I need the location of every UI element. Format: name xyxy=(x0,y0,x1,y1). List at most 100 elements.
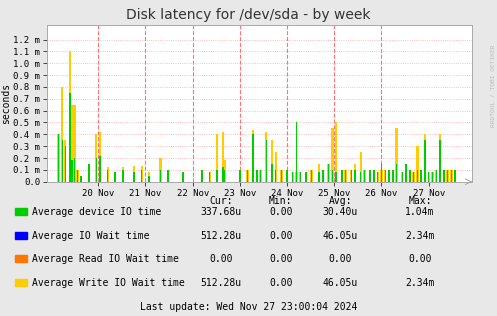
Bar xyxy=(286,170,288,182)
Bar xyxy=(350,170,352,182)
Text: Average Write IO Wait time: Average Write IO Wait time xyxy=(32,278,185,288)
Bar xyxy=(141,166,143,182)
Bar xyxy=(265,132,267,182)
Bar xyxy=(405,164,407,182)
Bar xyxy=(260,170,261,182)
Bar xyxy=(106,167,109,182)
Bar xyxy=(380,170,383,182)
Bar xyxy=(133,166,135,182)
Bar xyxy=(88,164,89,182)
Bar xyxy=(71,161,73,182)
Bar xyxy=(216,134,218,182)
Bar xyxy=(141,170,143,182)
Bar xyxy=(99,132,101,182)
Bar xyxy=(95,134,97,182)
Bar xyxy=(69,52,71,182)
Bar xyxy=(271,140,273,182)
Bar xyxy=(435,170,437,182)
Bar xyxy=(256,170,257,182)
Bar xyxy=(275,152,277,182)
Bar xyxy=(354,170,356,182)
Bar xyxy=(435,170,437,182)
Bar xyxy=(216,170,218,182)
Bar xyxy=(388,170,390,182)
Text: 0.00: 0.00 xyxy=(408,254,432,264)
Bar xyxy=(311,170,313,182)
Bar xyxy=(432,172,433,182)
Text: 1.04m: 1.04m xyxy=(405,207,435,217)
Bar xyxy=(450,170,452,182)
Bar xyxy=(428,172,429,182)
Bar xyxy=(396,164,398,182)
Text: 0.00: 0.00 xyxy=(209,254,233,264)
Text: 46.05u: 46.05u xyxy=(323,231,358,241)
Text: 0.00: 0.00 xyxy=(329,254,352,264)
Bar xyxy=(209,172,211,182)
Bar xyxy=(322,170,324,182)
Bar xyxy=(99,156,101,182)
Text: Last update: Wed Nov 27 23:00:04 2024: Last update: Wed Nov 27 23:00:04 2024 xyxy=(140,301,357,312)
Bar xyxy=(439,140,441,182)
Bar xyxy=(424,140,426,182)
Bar xyxy=(182,172,184,182)
Bar xyxy=(300,172,301,182)
Bar xyxy=(239,170,241,182)
Bar xyxy=(252,130,254,182)
Bar xyxy=(252,134,254,182)
Bar xyxy=(148,172,150,182)
Bar xyxy=(443,170,445,182)
Bar xyxy=(149,176,150,182)
Bar xyxy=(381,164,382,182)
Bar xyxy=(345,170,346,182)
Bar xyxy=(167,170,169,182)
Text: 0.00: 0.00 xyxy=(269,278,293,288)
Bar xyxy=(322,170,324,182)
Text: 46.05u: 46.05u xyxy=(323,278,358,288)
Bar xyxy=(341,170,343,182)
Bar xyxy=(427,172,430,182)
Bar xyxy=(182,172,184,182)
Bar xyxy=(65,146,66,182)
Bar xyxy=(239,170,241,182)
Bar xyxy=(311,170,313,182)
Bar xyxy=(58,134,60,182)
Bar xyxy=(73,105,76,182)
Bar xyxy=(265,140,267,182)
Bar xyxy=(160,158,162,182)
Bar xyxy=(305,172,307,182)
Text: Max:: Max: xyxy=(408,196,432,206)
Bar xyxy=(71,105,73,182)
Bar xyxy=(335,172,337,182)
Bar xyxy=(201,170,203,182)
Bar xyxy=(81,176,82,182)
Bar xyxy=(107,170,108,182)
Bar xyxy=(451,170,452,182)
Bar xyxy=(295,172,298,182)
Bar xyxy=(409,170,411,182)
Bar xyxy=(396,128,398,182)
Bar xyxy=(95,158,97,182)
Bar xyxy=(114,172,116,182)
Bar xyxy=(454,170,456,182)
Bar xyxy=(77,170,78,182)
Text: 2.34m: 2.34m xyxy=(405,231,435,241)
Bar xyxy=(369,170,371,182)
Bar xyxy=(424,134,426,182)
Bar xyxy=(74,158,75,182)
Bar xyxy=(350,170,352,182)
Bar xyxy=(224,161,226,182)
Text: Average device IO time: Average device IO time xyxy=(32,207,162,217)
Bar xyxy=(319,172,320,182)
Bar xyxy=(201,170,203,182)
Bar xyxy=(69,93,71,182)
Bar xyxy=(392,170,394,182)
Bar xyxy=(222,132,224,182)
Bar xyxy=(271,164,273,182)
Text: Avg:: Avg: xyxy=(329,196,352,206)
Bar xyxy=(377,172,379,182)
Bar xyxy=(292,172,294,182)
Text: Average IO Wait time: Average IO Wait time xyxy=(32,231,150,241)
Bar xyxy=(292,172,294,182)
Bar xyxy=(373,170,375,182)
Text: 337.68u: 337.68u xyxy=(201,207,242,217)
